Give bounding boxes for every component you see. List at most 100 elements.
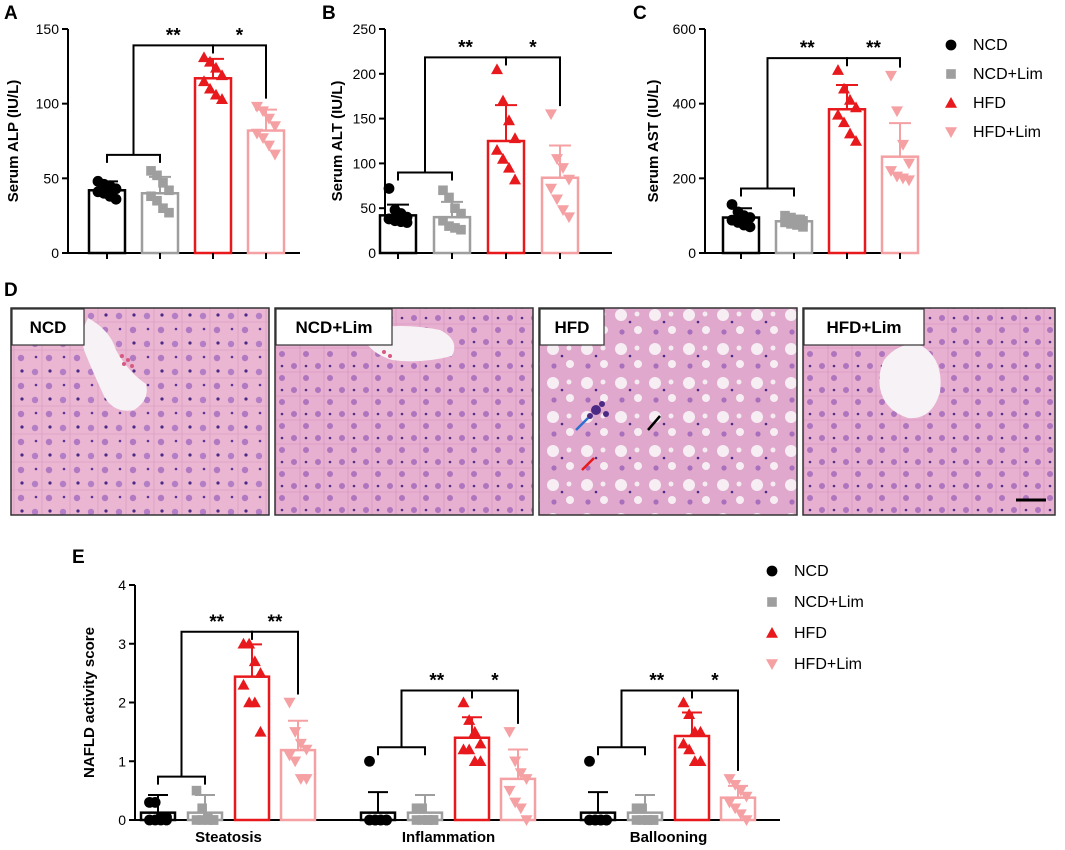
data-point <box>152 195 162 206</box>
data-point <box>683 708 696 720</box>
legend-label: NCD <box>973 37 1008 54</box>
significance-label: * <box>491 671 499 692</box>
bar <box>193 77 233 255</box>
data-point <box>497 152 509 164</box>
significance-bracket-base <box>377 746 426 756</box>
data-point <box>381 814 392 826</box>
data-point <box>364 755 375 767</box>
significance-bracket-base <box>106 153 161 163</box>
histology-title-ncd-lim: NCD+Lim <box>296 318 373 337</box>
data-point <box>744 212 756 223</box>
data-point <box>152 170 162 181</box>
data-point <box>792 214 802 225</box>
data-point <box>723 797 736 809</box>
significance-label: ** <box>209 612 224 633</box>
data-point <box>844 93 856 105</box>
data-point <box>509 132 521 144</box>
data-point <box>208 815 219 825</box>
data-point <box>243 637 256 649</box>
data-point <box>257 106 269 118</box>
significance-label: * <box>529 37 537 58</box>
panel-letter-b: B <box>322 3 336 24</box>
data-point <box>648 815 659 825</box>
data-point <box>294 738 307 750</box>
bar <box>486 139 526 255</box>
legend-marker <box>946 69 956 79</box>
data-point <box>631 815 642 825</box>
data-point <box>251 128 263 140</box>
data-point <box>729 803 742 815</box>
data-point <box>726 199 738 210</box>
data-point <box>417 815 427 825</box>
legend-label: HFD <box>794 625 827 642</box>
y-tick-label: 400 <box>673 96 697 112</box>
data-point <box>729 779 742 791</box>
data-point <box>509 797 522 809</box>
data-point <box>601 814 612 826</box>
significance-label: ** <box>268 612 283 633</box>
bar <box>827 108 867 255</box>
data-point <box>283 697 296 709</box>
data-point <box>248 655 261 667</box>
data-point <box>191 815 202 825</box>
bar <box>673 734 711 822</box>
y-tick-label: 100 <box>36 96 60 112</box>
data-point <box>269 121 281 133</box>
data-point <box>383 183 395 194</box>
data-point <box>520 815 533 826</box>
data-point <box>850 135 862 146</box>
data-point <box>563 212 575 224</box>
data-point <box>289 756 302 768</box>
data-point <box>283 750 296 762</box>
data-point <box>251 101 263 113</box>
significance-label: * <box>236 25 244 46</box>
y-tick-label: 250 <box>353 21 377 37</box>
data-point <box>844 127 856 139</box>
data-point <box>637 815 647 825</box>
panel-letter-e: E <box>72 547 85 568</box>
data-point <box>838 116 850 128</box>
data-point <box>903 175 915 187</box>
data-point <box>551 154 563 165</box>
data-point <box>198 51 210 63</box>
data-point <box>798 216 808 226</box>
data-point <box>254 667 267 678</box>
y-axis-label: NAFLD activity score <box>81 627 98 778</box>
legend-marker <box>945 127 957 138</box>
data-point <box>456 208 466 219</box>
data-point <box>838 82 850 94</box>
legend-label: HFD <box>973 95 1006 112</box>
data-point <box>210 61 222 73</box>
data-point <box>146 191 156 202</box>
data-point <box>198 75 210 87</box>
data-point <box>520 774 533 785</box>
data-point <box>428 815 439 825</box>
data-point <box>300 774 313 785</box>
data-point <box>798 222 808 232</box>
data-point <box>463 743 476 755</box>
panel-letter-a: A <box>4 3 18 24</box>
bar <box>233 675 271 822</box>
data-point <box>248 696 261 708</box>
data-point <box>149 796 161 808</box>
y-tick-label: 200 <box>673 170 697 186</box>
data-point <box>216 93 228 104</box>
data-point <box>203 815 213 825</box>
x-category-label: Steatosis <box>195 829 262 846</box>
data-point <box>423 815 433 825</box>
data-point <box>734 785 747 797</box>
significance-label: ** <box>166 25 181 46</box>
data-point <box>474 755 487 767</box>
data-point <box>832 108 844 120</box>
data-point <box>503 161 515 173</box>
data-point <box>110 183 122 195</box>
data-point <box>885 166 897 177</box>
data-point <box>204 82 216 94</box>
data-point <box>450 203 460 213</box>
data-point <box>584 755 595 767</box>
data-point <box>514 768 527 779</box>
significance-bracket-base <box>157 775 206 785</box>
y-tick-label: 0 <box>688 245 696 261</box>
